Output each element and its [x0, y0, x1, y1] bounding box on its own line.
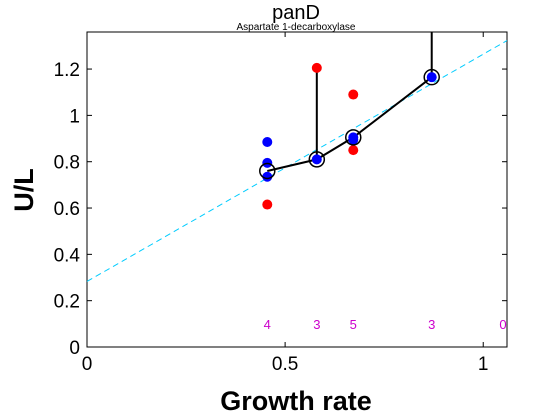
- blue-point-3: [311, 154, 322, 165]
- red-point-2: [348, 89, 359, 100]
- y-axis-label: U/L: [9, 168, 39, 212]
- fit-line-layer: [86, 40, 508, 282]
- y-tick-label-0: 0: [69, 338, 80, 359]
- y-tick-label-6: 1.2: [54, 60, 80, 81]
- plot-area: [86, 31, 508, 348]
- count-label-0: 4: [264, 317, 271, 332]
- mean-line: [267, 76, 433, 172]
- blue-point-2: [262, 171, 273, 182]
- mean-marker-0: [259, 162, 276, 180]
- counts-layer: 4 3 5 3 0: [264, 317, 507, 332]
- y-tick-label-4: 0.8: [54, 153, 80, 174]
- chart-title: panD: [272, 2, 320, 24]
- x-tick-label-0: 0: [82, 354, 93, 375]
- mean-line-layer: [267, 76, 433, 172]
- count-label-4: 0: [499, 317, 506, 332]
- x-tick-label-1: 0.5: [272, 354, 298, 375]
- points-layer: [259, 62, 440, 210]
- y-tick-label-1: 0.2: [54, 292, 80, 313]
- blue-point-5: [348, 134, 359, 145]
- y-tick-label-5: 1: [69, 106, 80, 127]
- y-tick-label-2: 0.4: [54, 245, 81, 266]
- blue-point-6: [426, 72, 437, 83]
- mean-marker-1: [308, 151, 326, 168]
- blue-point-0: [262, 137, 273, 148]
- ticks-layer: 0 0.5 1 0 0.2 0.4 0.6 0.8 1 1.2: [54, 32, 507, 375]
- x-tick-label-2: 1: [478, 354, 489, 375]
- y-tick-label-3: 0.6: [54, 199, 80, 220]
- x-axis-label: Growth rate: [220, 386, 372, 416]
- count-label-3: 3: [428, 317, 435, 332]
- mean-marker-3: [423, 68, 440, 86]
- chart-subtitle: Aspartate 1-decarboxylase: [237, 22, 356, 33]
- count-label-2: 5: [350, 317, 357, 332]
- count-label-1: 3: [313, 317, 320, 332]
- red-point-1: [311, 62, 322, 73]
- fit-line: [86, 40, 508, 282]
- red-point-3: [348, 145, 359, 156]
- red-point-0: [262, 199, 273, 210]
- mean-marker-2: [345, 129, 362, 146]
